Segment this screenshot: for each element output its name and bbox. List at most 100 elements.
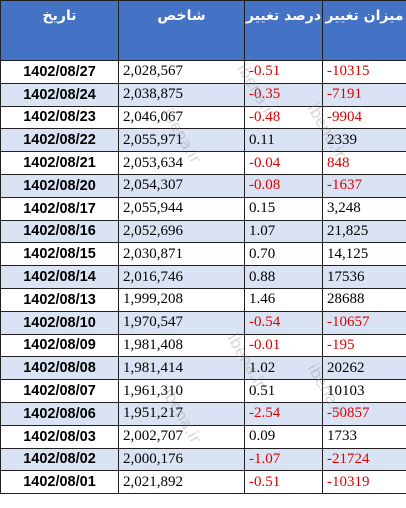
table-row: 1402/08/13 1,999,208 1.46 28688: [0, 287, 406, 312]
header-date: تاریخ: [0, 0, 119, 61]
percent-cell: 0.11: [244, 128, 323, 153]
index-cell: 2,046,067: [118, 105, 245, 130]
percent-cell: -2.54: [244, 401, 323, 426]
percent-cell: -0.35: [244, 82, 323, 107]
index-cell: 2,028,567: [118, 60, 245, 84]
date-cell: 1402/08/17: [0, 196, 119, 221]
percent-cell: 0.70: [244, 242, 323, 267]
date-cell: 1402/08/01: [0, 470, 119, 495]
date-cell: 1402/08/21: [0, 151, 119, 175]
date-cell: 1402/08/16: [0, 219, 119, 244]
percent-cell: 0.15: [244, 196, 323, 221]
change-cell: 3,248: [322, 196, 406, 221]
change-cell: -50857: [322, 401, 406, 426]
table-row: 1402/08/14 2,016,746 0.88 17536: [0, 265, 406, 289]
date-cell: 1402/08/24: [0, 82, 119, 107]
index-cell: 2,000,176: [118, 447, 245, 472]
index-cell: 2,055,971: [118, 128, 245, 153]
change-cell: 10103: [322, 379, 406, 403]
table-row: 1402/08/17 2,055,944 0.15 3,248: [0, 196, 406, 221]
table-row: 1402/08/03 2,002,707 0.09 1733: [0, 424, 406, 449]
header-percent: درصد تغییر: [244, 0, 323, 61]
index-cell: 2,038,875: [118, 82, 245, 107]
table-row: 1402/08/01 2,021,892 -0.51 -10319: [0, 470, 406, 495]
table-row: 1402/08/16 2,052,696 1.07 21,825: [0, 219, 406, 244]
percent-cell: 1.46: [244, 287, 323, 312]
percent-cell: -0.54: [244, 310, 323, 335]
date-cell: 1402/08/15: [0, 242, 119, 267]
percent-cell: -1.07: [244, 447, 323, 472]
index-cell: 2,053,634: [118, 151, 245, 175]
change-cell: 21,825: [322, 219, 406, 244]
change-cell: -10657: [322, 310, 406, 335]
percent-cell: 0.88: [244, 265, 323, 289]
percent-cell: 1.02: [244, 356, 323, 381]
change-cell: -7191: [322, 82, 406, 107]
table-row: 1402/08/27 2,028,567 -0.51 -10315: [0, 60, 406, 84]
percent-cell: 0.51: [244, 379, 323, 403]
index-cell: 2,030,871: [118, 242, 245, 267]
table-row: 1402/08/24 2,038,875 -0.35 -7191: [0, 82, 406, 107]
percent-cell: -0.08: [244, 173, 323, 198]
percent-cell: -0.01: [244, 333, 323, 358]
change-cell: 28688: [322, 287, 406, 312]
change-cell: 2339: [322, 128, 406, 153]
date-cell: 1402/08/13: [0, 287, 119, 312]
change-cell: -21724: [322, 447, 406, 472]
index-cell: 1,961,310: [118, 379, 245, 403]
table-row: 1402/08/23 2,046,067 -0.48 -9904: [0, 105, 406, 130]
header-index: شاخص: [118, 0, 245, 61]
index-cell: 2,016,746: [118, 265, 245, 289]
date-cell: 1402/08/09: [0, 333, 119, 358]
index-cell: 2,052,696: [118, 219, 245, 244]
table-row: 1402/08/06 1,951,217 -2.54 -50857: [0, 401, 406, 426]
change-cell: 20262: [322, 356, 406, 381]
percent-cell: -0.51: [244, 470, 323, 495]
date-cell: 1402/08/10: [0, 310, 119, 335]
table-row: 1402/08/20 2,054,307 -0.08 -1637: [0, 173, 406, 198]
change-cell: -9904: [322, 105, 406, 130]
percent-cell: -0.51: [244, 60, 323, 84]
table-row: 1402/08/10 1,970,547 -0.54 -10657: [0, 310, 406, 335]
date-cell: 1402/08/14: [0, 265, 119, 289]
index-cell: 1,951,217: [118, 401, 245, 426]
percent-cell: 1.07: [244, 219, 323, 244]
table-row: 1402/08/21 2,053,634 -0.04 848: [0, 151, 406, 175]
header-row: تاریخ شاخص درصد تغییر میزان تغییر: [0, 0, 406, 61]
index-cell: 2,055,944: [118, 196, 245, 221]
change-cell: -10315: [322, 60, 406, 84]
date-cell: 1402/08/03: [0, 424, 119, 449]
index-cell: 1,999,208: [118, 287, 245, 312]
date-cell: 1402/08/22: [0, 128, 119, 153]
date-cell: 1402/08/20: [0, 173, 119, 198]
table-row: 1402/08/08 1,981,414 1.02 20262: [0, 356, 406, 381]
index-cell: 2,054,307: [118, 173, 245, 198]
percent-cell: -0.04: [244, 151, 323, 175]
index-cell: 1,981,408: [118, 333, 245, 358]
change-cell: 1733: [322, 424, 406, 449]
change-cell: -10319: [322, 470, 406, 495]
table-row: 1402/08/09 1,981,408 -0.01 -195: [0, 333, 406, 358]
date-cell: 1402/08/07: [0, 379, 119, 403]
date-cell: 1402/08/08: [0, 356, 119, 381]
percent-cell: -0.48: [244, 105, 323, 130]
table-row: 1402/08/02 2,000,176 -1.07 -21724: [0, 447, 406, 472]
date-cell: 1402/08/06: [0, 401, 119, 426]
date-cell: 1402/08/27: [0, 60, 119, 84]
change-cell: 14,125: [322, 242, 406, 267]
table-row: 1402/08/07 1,961,310 0.51 10103: [0, 379, 406, 403]
index-cell: 1,970,547: [118, 310, 245, 335]
index-cell: 2,002,707: [118, 424, 245, 449]
change-cell: -195: [322, 333, 406, 358]
table-row: 1402/08/22 2,055,971 0.11 2339: [0, 128, 406, 153]
index-cell: 2,021,892: [118, 470, 245, 495]
index-cell: 1,981,414: [118, 356, 245, 381]
change-cell: 848: [322, 151, 406, 175]
percent-cell: 0.09: [244, 424, 323, 449]
date-cell: 1402/08/02: [0, 447, 119, 472]
header-change: میزان تغییر: [322, 0, 406, 61]
change-cell: -1637: [322, 173, 406, 198]
date-cell: 1402/08/23: [0, 105, 119, 130]
change-cell: 17536: [322, 265, 406, 289]
table-row: 1402/08/15 2,030,871 0.70 14,125: [0, 242, 406, 267]
